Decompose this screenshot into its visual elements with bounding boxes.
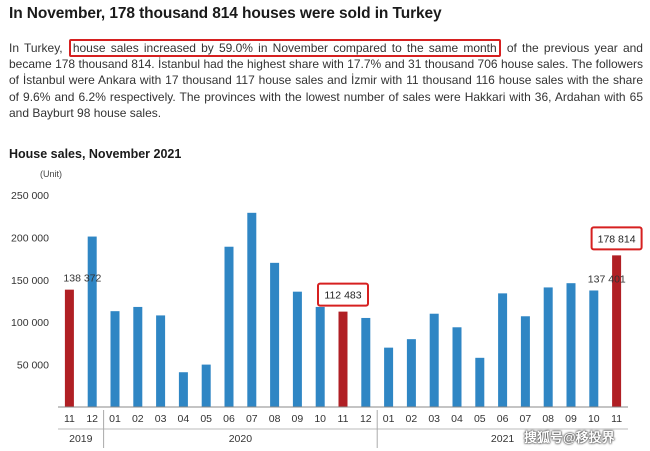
y-tick-label: 100 000 <box>11 317 49 329</box>
bar <box>520 316 530 407</box>
y-axis-unit-label: (Unit) <box>40 169 62 179</box>
x-tick-label: 07 <box>246 413 258 425</box>
bar <box>338 311 348 407</box>
x-tick-label: 03 <box>428 413 440 425</box>
data-label: 138 372 <box>63 273 101 285</box>
paragraph-start: In Turkey, <box>9 41 68 55</box>
watermark-text: 搜狐号@移投界 <box>524 430 615 445</box>
bar <box>612 255 622 407</box>
bar <box>178 372 188 407</box>
x-tick-label: 10 <box>588 413 600 425</box>
x-tick-label: 11 <box>64 413 75 425</box>
bar <box>110 311 120 407</box>
x-tick-label: 11 <box>611 413 622 425</box>
data-label: 112 483 <box>324 290 361 302</box>
x-tick-label: 08 <box>542 413 554 425</box>
y-tick-label: 150 000 <box>11 275 49 287</box>
x-tick-label: 10 <box>314 413 326 425</box>
bar <box>361 317 371 407</box>
x-tick-label: 03 <box>155 413 167 425</box>
x-tick-label: 04 <box>178 413 190 425</box>
chart-title: House sales, November 2021 <box>9 147 182 161</box>
bar <box>156 315 166 407</box>
page-headline: In November, 178 thousand 814 houses wer… <box>9 5 442 22</box>
bar <box>64 289 74 407</box>
x-tick-label: 01 <box>383 413 395 425</box>
highlighted-phrase: house sales increased by 59.0% in Novemb… <box>68 39 501 57</box>
y-tick-label: 50 000 <box>17 360 49 372</box>
highlight-box <box>590 226 643 251</box>
x-tick-label: 02 <box>406 413 418 425</box>
year-label: 2021 <box>491 433 515 445</box>
article-paragraph: In Turkey, house sales increased by 59.0… <box>9 39 643 121</box>
bar <box>475 357 485 407</box>
x-tick-label: 11 <box>338 413 349 425</box>
paragraph-rest: of the previous year and became 178 thou… <box>9 41 643 120</box>
bar <box>224 246 234 407</box>
bar <box>589 290 599 407</box>
bar <box>384 347 394 407</box>
x-tick-label: 01 <box>109 413 121 425</box>
bar <box>315 306 325 407</box>
x-tick-label: 05 <box>200 413 212 425</box>
x-tick-label: 05 <box>474 413 486 425</box>
bar <box>429 313 439 407</box>
bar <box>498 293 508 407</box>
bar <box>133 306 143 407</box>
year-label: 2020 <box>229 433 253 445</box>
x-tick-label: 07 <box>520 413 532 425</box>
bar <box>543 287 553 407</box>
x-tick-label: 06 <box>223 413 235 425</box>
x-tick-label: 02 <box>132 413 144 425</box>
bar <box>247 212 257 407</box>
x-tick-label: 06 <box>497 413 509 425</box>
highlight-box <box>317 282 369 307</box>
x-tick-label: 12 <box>86 413 98 425</box>
y-tick-label: 200 000 <box>11 232 49 244</box>
x-tick-label: 08 <box>269 413 281 425</box>
x-tick-label: 09 <box>292 413 304 425</box>
x-tick-label: 12 <box>360 413 372 425</box>
bar <box>566 283 576 407</box>
bar <box>406 339 416 407</box>
data-label: 178 814 <box>598 233 636 245</box>
bar <box>87 236 97 407</box>
bar <box>452 327 462 407</box>
data-label: 137 401 <box>588 273 626 285</box>
y-tick-label: 250 000 <box>11 190 49 202</box>
x-tick-label: 09 <box>565 413 577 425</box>
year-label: 2019 <box>69 433 93 445</box>
bar <box>292 291 302 407</box>
bar <box>270 262 280 407</box>
bar <box>201 364 211 407</box>
x-tick-label: 04 <box>451 413 463 425</box>
